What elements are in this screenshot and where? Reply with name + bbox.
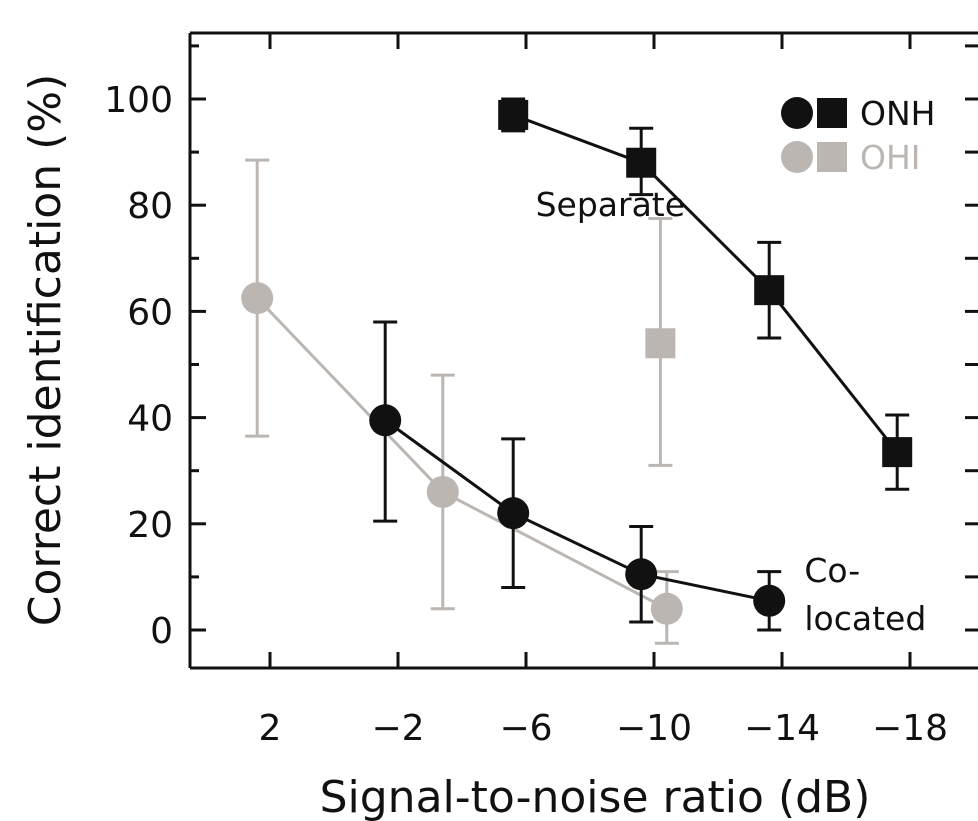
y-axis-label: Correct identification (%): [20, 74, 71, 626]
plot-frame: [188, 31, 978, 670]
data-point-circle: [625, 558, 658, 591]
legend-label: OHI: [860, 138, 921, 177]
annotations: Separate Co-located: [536, 185, 927, 638]
x-tick-label: −14: [744, 708, 820, 749]
data-point-square: [645, 328, 676, 359]
data-point-circle: [497, 497, 530, 530]
series-onh-separate: [498, 97, 913, 491]
y-tick-label: 20: [127, 505, 173, 546]
y-tick-label: 80: [127, 186, 173, 227]
data-point-circle: [241, 282, 274, 315]
annotation: Separate: [536, 185, 685, 224]
data-point-circle: [650, 592, 683, 625]
x-tick-label: −2: [371, 708, 424, 749]
y-tick-label: 100: [104, 80, 173, 121]
series-ohi-co-located: [241, 158, 683, 645]
series-line: [256, 297, 668, 611]
x-tick-label: −18: [872, 708, 948, 749]
legend-label: ONH: [860, 94, 935, 133]
legend-square-marker: [817, 98, 847, 128]
series-line: [384, 419, 770, 603]
legend: ONH OHI: [781, 94, 935, 177]
x-tick-label: −10: [616, 708, 692, 749]
legend-circle-marker: [781, 97, 813, 129]
data-point-circle: [369, 404, 402, 437]
axis-ticks: 0 20 40 60 80 100 2 −2 −6 −10 −14 −18: [104, 33, 978, 749]
annotation: located: [804, 599, 926, 638]
data-point-circle: [426, 475, 459, 508]
data-point-square: [754, 275, 785, 306]
x-tick-label: 2: [259, 708, 282, 749]
y-tick-label: 0: [150, 611, 173, 652]
data-point-circle: [753, 584, 786, 617]
x-axis-label: Signal-to-noise ratio (dB): [320, 772, 871, 821]
x-tick-label: −6: [499, 708, 552, 749]
series-line: [512, 113, 899, 454]
y-tick-label: 60: [127, 292, 173, 333]
legend-circle-marker: [781, 141, 813, 173]
y-tick-label: 40: [127, 399, 173, 440]
data-point-square: [498, 99, 529, 130]
data-point-square: [626, 147, 657, 178]
legend-square-marker: [817, 142, 847, 172]
data-point-square: [882, 437, 913, 468]
annotation: Co-: [804, 551, 860, 590]
series-ohi-separate: [645, 216, 676, 467]
series-onh-co-located: [369, 320, 786, 632]
series-layer: [241, 97, 913, 645]
